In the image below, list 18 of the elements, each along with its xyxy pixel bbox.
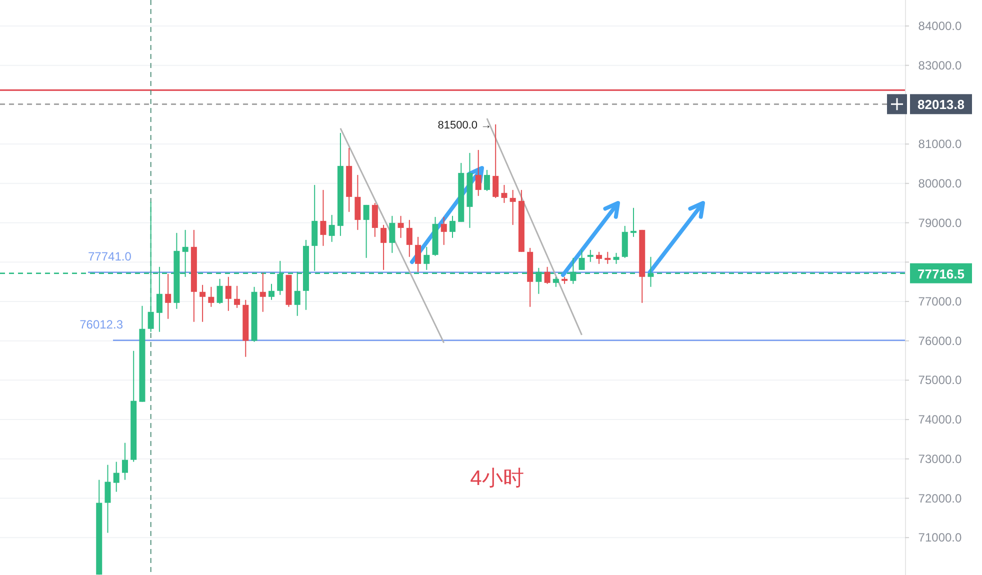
ref-line-label: 82013.8: [918, 97, 964, 112]
y-tick-label: 80000.0: [918, 176, 962, 190]
annotation: 81500.0 →: [438, 119, 492, 132]
y-tick-label: 84000.0: [918, 18, 962, 33]
y-tick-label: 79000.0: [918, 216, 962, 230]
y-tick-label: 73000.0: [918, 452, 962, 466]
annotation: 4小时: [470, 467, 524, 490]
y-tick-label: 74000.0: [918, 412, 962, 427]
y-tick-label: 76000.0: [918, 334, 962, 348]
y-tick-label: 81000.0: [918, 137, 962, 152]
y-tick-label: 83000.0: [918, 58, 962, 72]
y-tick-label: 77000.0: [918, 294, 962, 308]
y-tick-label: 75000.0: [918, 373, 962, 388]
y-tick-label: 72000.0: [918, 491, 962, 506]
ref-line-label: 77716.5: [918, 266, 964, 282]
y-tick-label: 71000.0: [918, 530, 962, 545]
ref-line-label: 77741.0: [88, 249, 132, 264]
ref-line-label: 76012.3: [80, 317, 124, 332]
